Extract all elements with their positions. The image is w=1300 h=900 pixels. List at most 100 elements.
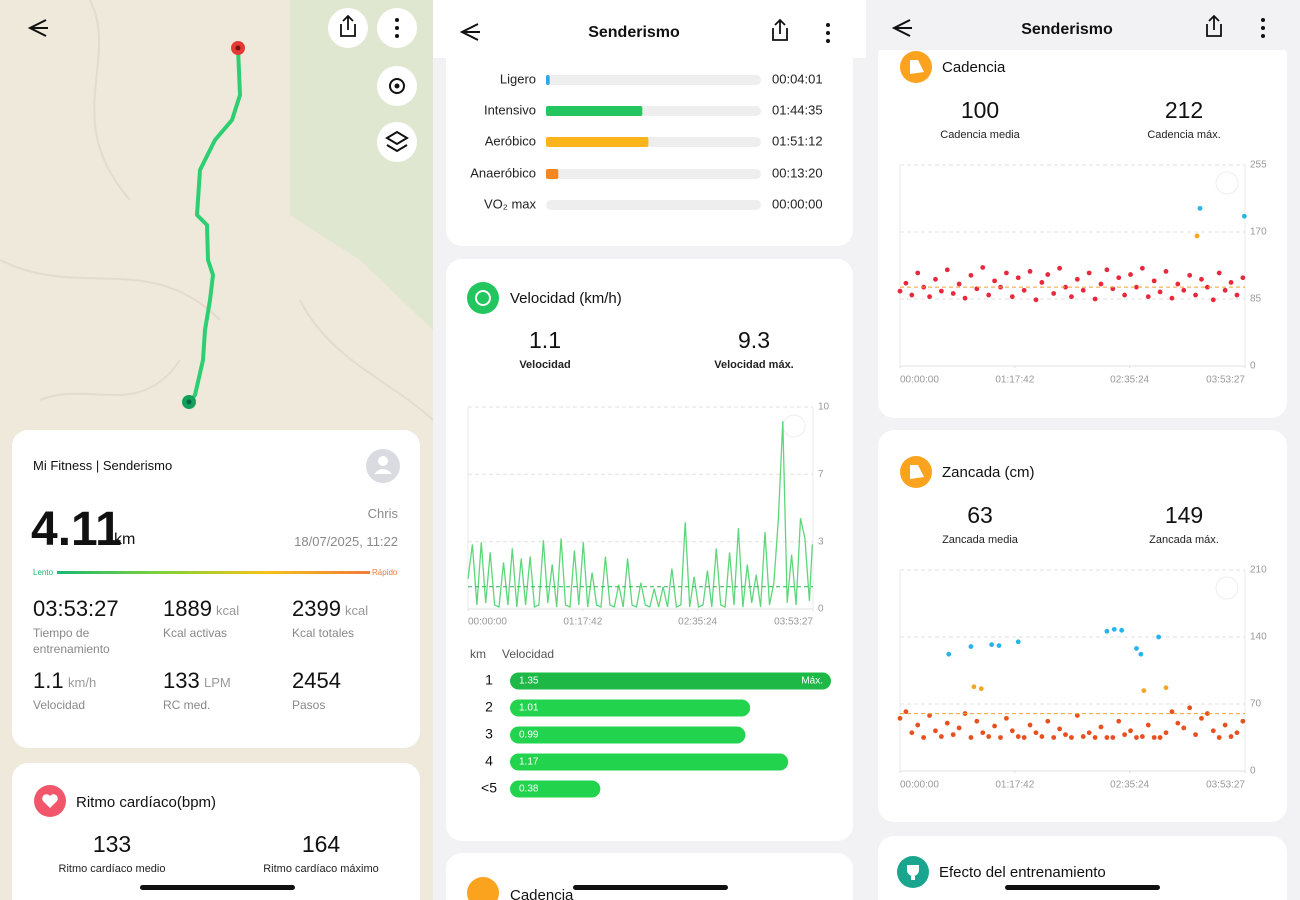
speed-title: Velocidad (km/h)	[510, 290, 622, 307]
scatter-point	[950, 291, 956, 296]
scatter-point	[1175, 720, 1181, 726]
scatter-point	[946, 651, 952, 657]
scatter-point	[1199, 715, 1204, 721]
expand-button[interactable]	[1215, 171, 1239, 195]
scatter-point	[1104, 628, 1110, 634]
zone-name: Anaeróbico	[470, 165, 536, 180]
expand-button[interactable]	[782, 414, 806, 438]
scatter-point	[1204, 284, 1210, 290]
header	[866, 0, 1300, 50]
share-button[interactable]	[772, 18, 788, 41]
scatter-point	[927, 294, 932, 300]
y-tick-label: 3	[818, 536, 824, 547]
stride-title: Zancada (cm)	[942, 464, 1035, 481]
scatter-point	[1128, 272, 1133, 277]
y-tick-label: 70	[1250, 699, 1262, 710]
header	[433, 0, 866, 58]
y-tick-label: 140	[1250, 632, 1267, 643]
x-tick-label: 01:17:42	[995, 375, 1034, 386]
scatter-point	[1169, 295, 1175, 301]
zone-time: 00:13:20	[772, 165, 823, 180]
scatter-point	[1210, 728, 1216, 734]
back-button[interactable]	[891, 19, 912, 37]
datetime: 18/07/2025, 11:22	[294, 534, 398, 549]
scatter-point	[1074, 713, 1080, 718]
scatter-point	[956, 281, 962, 287]
layers-button[interactable]	[377, 122, 417, 162]
scatter-point	[1092, 735, 1098, 740]
km-value: 1.01	[519, 703, 539, 714]
scatter-point	[915, 722, 921, 728]
scatter-point	[1116, 718, 1122, 724]
share-button[interactable]	[1206, 14, 1222, 37]
scatter-point	[1092, 296, 1098, 302]
scatter-point	[956, 725, 962, 731]
scatter-point	[1138, 651, 1144, 657]
scatter-point	[933, 276, 938, 282]
x-tick-label: 03:53:27	[774, 617, 813, 628]
scatter-point	[1051, 735, 1057, 740]
menu-button[interactable]	[1261, 18, 1265, 38]
scatter-point	[1045, 718, 1051, 724]
scatter-point	[1139, 734, 1145, 739]
scatter-point	[1027, 269, 1033, 274]
cadence-max-label: Cadencia máx.	[1147, 129, 1221, 141]
scatter-point	[989, 642, 995, 648]
zone-track	[546, 169, 761, 179]
pace-scale	[57, 571, 370, 574]
stride-max: 149	[1164, 502, 1204, 528]
user-name: Chris	[367, 506, 398, 521]
scatter-point	[927, 713, 932, 718]
x-tick-label: 03:53:27	[1206, 375, 1245, 386]
km-tag: Máx.	[801, 676, 823, 687]
stat-unit: kcal	[216, 603, 240, 618]
scatter-point	[1009, 728, 1015, 734]
y-tick-label: 0	[1250, 361, 1256, 372]
scatter-point	[1057, 265, 1063, 271]
menu-button[interactable]	[826, 23, 830, 43]
scatter-point	[897, 715, 903, 721]
scatter-point	[1187, 705, 1193, 711]
header-title: Senderismo	[588, 24, 680, 41]
scatter-point	[1116, 275, 1122, 281]
scatter-point	[1122, 732, 1128, 738]
scatter-point	[1139, 265, 1145, 271]
y-tick-label: 0	[818, 604, 824, 615]
zone-track	[546, 200, 761, 210]
distance: 4.11	[31, 503, 122, 556]
scatter-point	[1222, 287, 1228, 293]
km-label: 4	[485, 753, 493, 769]
speed-avg-label: Velocidad	[519, 359, 571, 371]
km-value: 0.99	[519, 730, 539, 741]
scatter-point	[1216, 735, 1222, 740]
scatter-point	[962, 295, 968, 301]
km-label: 1	[485, 672, 493, 688]
scatter-point	[1240, 275, 1246, 281]
heart-max-label: Ritmo cardíaco máximo	[263, 863, 379, 875]
scatter-point	[971, 684, 977, 690]
scatter-point	[1163, 269, 1169, 274]
scatter-point	[1015, 275, 1021, 281]
scatter-point	[1039, 280, 1045, 285]
scatter-point	[1039, 734, 1045, 739]
effect-title: Efecto del entrenamiento	[939, 864, 1106, 881]
scatter-point	[986, 734, 992, 739]
cadence-max: 212	[1164, 97, 1204, 123]
back-button[interactable]	[459, 23, 480, 41]
scatter-point	[1021, 735, 1027, 740]
expand-button[interactable]	[1215, 576, 1239, 600]
scatter-point	[1128, 728, 1133, 734]
scatter-point	[978, 686, 984, 692]
zone-name: Aeróbico	[485, 133, 536, 148]
scatter-point	[1015, 734, 1021, 739]
km-bar	[510, 672, 831, 690]
heart-avg-label: Ritmo cardíaco medio	[58, 863, 166, 875]
speed-header: Velocidad	[502, 647, 555, 661]
scatter-point	[915, 270, 921, 276]
scatter-point	[1134, 284, 1139, 290]
distance-unit: km	[114, 531, 136, 548]
scale-low: Lento	[33, 568, 54, 577]
zone-time: 01:51:12	[772, 133, 823, 148]
cadence-card-peek	[446, 853, 853, 900]
